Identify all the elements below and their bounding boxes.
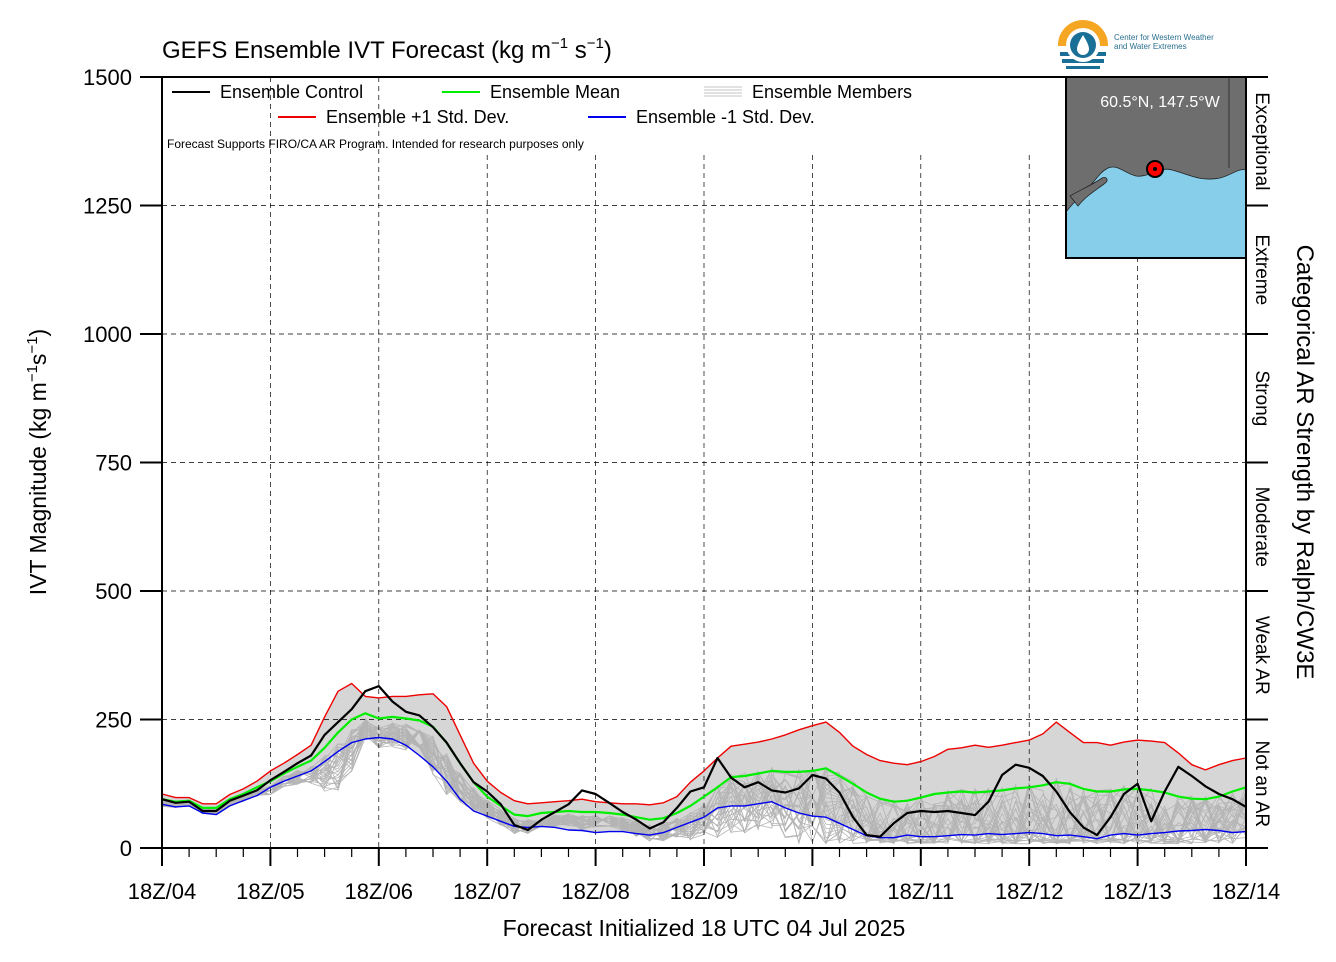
logo-line-1: Center for Western Weather bbox=[1114, 33, 1214, 42]
category-label: Exceptional bbox=[1251, 92, 1272, 190]
y-tick-label: 1000 bbox=[83, 322, 132, 347]
y-axis-label-ylabel_mid: s bbox=[25, 354, 51, 366]
y-tick-label: 500 bbox=[95, 579, 132, 604]
y-axis-label-ylabel_sup1: −1 bbox=[24, 365, 41, 382]
y-tick-label: 0 bbox=[120, 836, 132, 861]
chart-title-sup2: −1 bbox=[587, 35, 604, 52]
legend-label: Ensemble Control bbox=[220, 82, 363, 102]
spread-band bbox=[162, 683, 1246, 839]
category-label: Moderate bbox=[1251, 487, 1272, 567]
y-tick-label: 1250 bbox=[83, 194, 132, 219]
x-tick-label: 18Z/14 bbox=[1212, 879, 1281, 904]
category-label: Not an AR bbox=[1251, 740, 1272, 827]
research-note: Forecast Supports FIRO/CA AR Program. In… bbox=[167, 137, 584, 151]
x-tick-label: 18Z/05 bbox=[236, 879, 305, 904]
y-axis-label-ylabel_main: IVT Magnitude (kg m bbox=[25, 382, 51, 595]
x-tick-label: 18Z/09 bbox=[670, 879, 739, 904]
series-line-plus-std bbox=[161, 682, 1247, 806]
x-tick-label: 18Z/13 bbox=[1103, 879, 1172, 904]
chart-title-mid: s bbox=[568, 37, 587, 64]
ensemble-member-line bbox=[161, 732, 1247, 844]
legend-label: Ensemble -1 Std. Dev. bbox=[636, 107, 815, 127]
x-axis-label: Forecast Initialized 18 UTC 04 Jul 2025 bbox=[503, 915, 906, 941]
inset-map-peninsula bbox=[1069, 177, 1108, 207]
x-tick-label: 18Z/10 bbox=[778, 879, 847, 904]
category-label: Extreme bbox=[1251, 234, 1272, 305]
chart-title: GEFS Ensemble IVT Forecast (kg m−1 s−1) bbox=[162, 35, 612, 64]
category-label: Weak AR bbox=[1251, 616, 1272, 695]
y-tick-label: 250 bbox=[95, 708, 132, 733]
series-line-ensemble-mean bbox=[161, 712, 1247, 821]
category-axis-title: Categorical AR Strength by Ralph/CW3E bbox=[1291, 245, 1318, 680]
x-tick-label: 18Z/11 bbox=[887, 879, 954, 904]
chart-title-end: ) bbox=[604, 37, 612, 64]
y-axis-label-ylabel_end: ) bbox=[25, 329, 51, 337]
x-tick-label: 18Z/04 bbox=[128, 879, 197, 904]
legend-label: Ensemble +1 Std. Dev. bbox=[326, 107, 509, 127]
logo-line-2: and Water Extremes bbox=[1114, 42, 1187, 51]
category-label: Strong bbox=[1251, 370, 1272, 426]
x-tick-label: 18Z/07 bbox=[453, 879, 522, 904]
y-axis-label: IVT Magnitude (kg m−1s−1) bbox=[24, 329, 51, 595]
inset-map-frame bbox=[1065, 76, 1247, 259]
legend-label: Ensemble Mean bbox=[490, 82, 620, 102]
series-line-minus-std bbox=[161, 736, 1247, 840]
chart-title-sup1: −1 bbox=[551, 35, 568, 52]
legend: Ensemble Control Ensemble Mean Ensemble Me… bbox=[172, 82, 912, 127]
legend-label: Ensemble Members bbox=[752, 82, 912, 102]
plot-area: 0 250 500 750 1000 1250 1500 18Z/04 18Z/05 18Z/06… bbox=[24, 65, 1318, 941]
x-tick-label: 18Z/08 bbox=[561, 879, 630, 904]
inset-location-label: 60.5°N, 147.5°W bbox=[1100, 94, 1220, 111]
location-marker-center bbox=[1153, 167, 1157, 171]
inset-map: 60.5°N, 147.5°W bbox=[1065, 76, 1247, 259]
y-axis-label-ylabel_sup2: −1 bbox=[24, 336, 41, 353]
x-tick-label: 18Z/12 bbox=[995, 879, 1064, 904]
y-tick-label: 1500 bbox=[83, 65, 132, 90]
series-line-ensemble-control bbox=[161, 685, 1247, 838]
chart-title-main: GEFS Ensemble IVT Forecast (kg m bbox=[162, 37, 551, 64]
logo-text: Center for Western Weather and Water Ext… bbox=[1114, 33, 1214, 51]
y-tick-label: 750 bbox=[95, 451, 132, 476]
x-tick-label: 18Z/06 bbox=[345, 879, 414, 904]
cw3e-logo bbox=[1058, 20, 1108, 70]
